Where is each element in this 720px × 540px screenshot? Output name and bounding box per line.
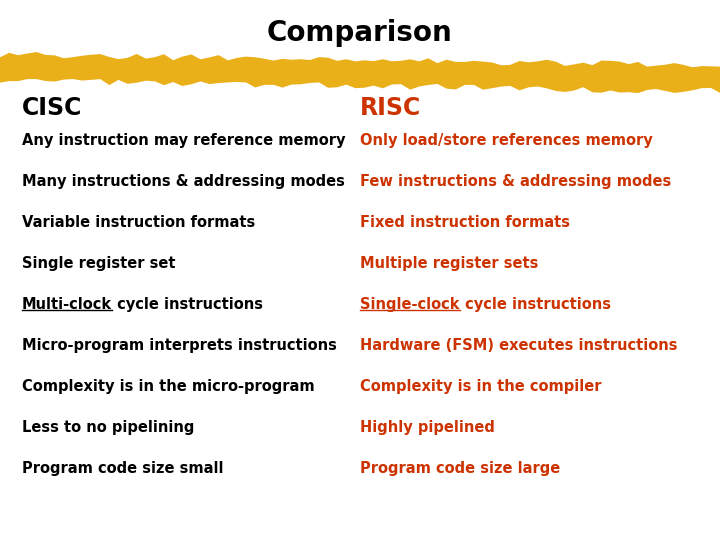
Text: Single register set: Single register set <box>22 256 175 271</box>
Text: Hardware (FSM) executes instructions: Hardware (FSM) executes instructions <box>360 338 678 353</box>
Text: Multi-clock: Multi-clock <box>22 297 112 312</box>
Text: Less to no pipelining: Less to no pipelining <box>22 420 194 435</box>
Text: Only load/store references memory: Only load/store references memory <box>360 133 653 148</box>
Text: Few instructions & addressing modes: Few instructions & addressing modes <box>360 174 671 189</box>
Text: Program code size small: Program code size small <box>22 461 223 476</box>
Text: Comparison: Comparison <box>267 19 453 47</box>
Text: Fixed instruction formats: Fixed instruction formats <box>360 215 570 230</box>
Text: Variable instruction formats: Variable instruction formats <box>22 215 255 230</box>
Text: Any instruction may reference memory: Any instruction may reference memory <box>22 133 345 148</box>
Text: CISC: CISC <box>22 96 82 120</box>
Text: Micro-program interprets instructions: Micro-program interprets instructions <box>22 338 336 353</box>
Text: Single-clock: Single-clock <box>360 297 459 312</box>
Text: Complexity is in the micro-program: Complexity is in the micro-program <box>22 379 314 394</box>
Text: Many instructions & addressing modes: Many instructions & addressing modes <box>22 174 344 189</box>
Text: Multiple register sets: Multiple register sets <box>360 256 539 271</box>
Text: cycle instructions: cycle instructions <box>112 297 263 312</box>
Polygon shape <box>0 52 720 93</box>
Text: Complexity is in the compiler: Complexity is in the compiler <box>360 379 601 394</box>
Text: cycle instructions: cycle instructions <box>459 297 611 312</box>
Text: Highly pipelined: Highly pipelined <box>360 420 495 435</box>
Text: Program code size large: Program code size large <box>360 461 560 476</box>
Text: RISC: RISC <box>360 96 421 120</box>
